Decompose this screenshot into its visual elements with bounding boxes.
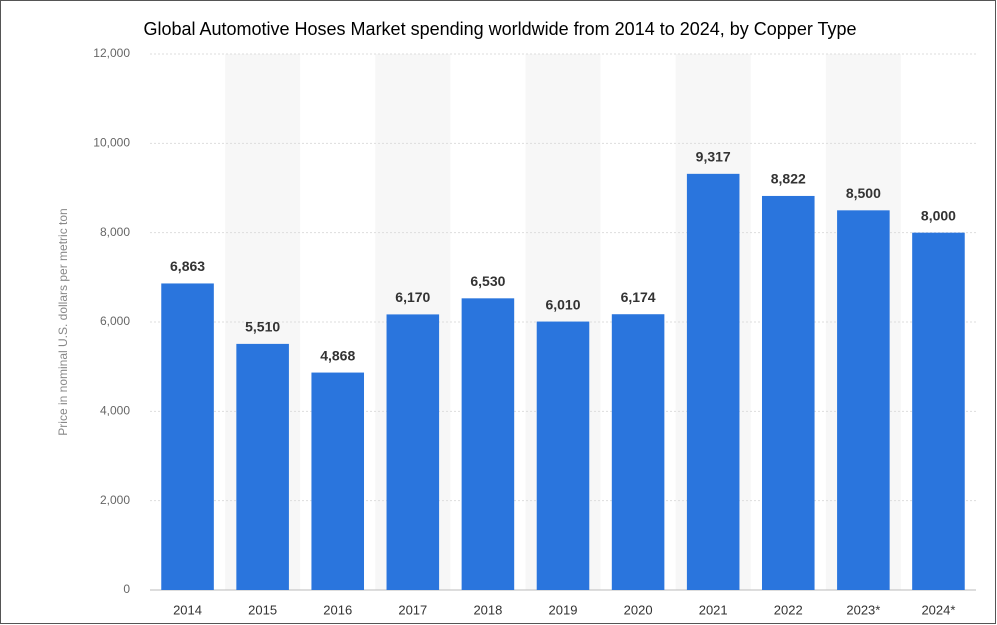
data-label: 6,863 [170,258,205,274]
bar [236,343,289,590]
x-tick-label: 2018 [473,602,502,617]
y-axis-label: Price in nominal U.S. dollars per metric… [56,208,70,435]
y-tick-label: 0 [123,582,130,596]
data-label: 4,868 [320,347,355,363]
data-label: 5,510 [245,319,280,335]
data-label: 9,317 [696,149,731,165]
x-tick-label: 2024* [921,602,955,617]
bar [912,232,965,590]
bar [311,372,365,590]
x-tick-label: 2014 [173,602,202,617]
data-label: 6,170 [395,289,430,305]
data-label: 6,010 [545,296,580,312]
x-tick-label: 2017 [398,602,427,617]
data-label: 8,500 [846,185,881,201]
y-tick-label: 8,000 [100,225,130,239]
x-tick-label: 2015 [248,602,277,617]
chart-title: Global Automotive Hoses Market spending … [143,19,856,39]
x-tick-label: 2019 [549,602,578,617]
x-tick-label: 2023* [846,602,880,617]
y-tick-label: 10,000 [93,136,130,150]
bar [386,314,440,590]
bar [161,283,214,590]
bar [536,321,590,590]
bar [761,195,815,590]
y-tick-label: 6,000 [100,314,130,328]
y-tick-label: 4,000 [100,404,130,418]
bar [461,298,515,590]
data-label: 6,530 [470,273,505,289]
x-tick-label: 2021 [699,602,728,617]
bar [837,210,890,591]
data-label: 8,822 [771,171,806,187]
x-tick-label: 2020 [624,602,653,617]
data-label: 6,174 [621,289,656,305]
bar [611,314,665,590]
y-tick-label: 12,000 [93,46,130,60]
bar [686,173,740,590]
x-tick-label: 2016 [323,602,352,617]
x-tick-label: 2022 [774,602,803,617]
y-tick-label: 2,000 [100,493,130,507]
data-label: 8,000 [921,207,956,223]
